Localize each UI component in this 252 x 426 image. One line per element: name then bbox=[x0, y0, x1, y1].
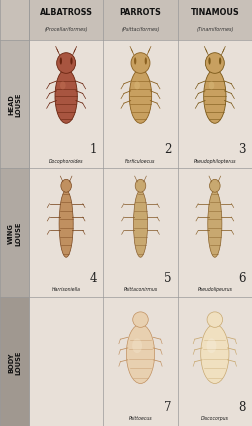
Text: Harrisoniella: Harrisoniella bbox=[52, 287, 81, 292]
Bar bbox=[29, 297, 103, 426]
Text: (Tinamiformes): (Tinamiformes) bbox=[196, 27, 234, 32]
Ellipse shape bbox=[134, 58, 136, 66]
Text: PARROTS: PARROTS bbox=[119, 9, 162, 17]
Ellipse shape bbox=[70, 58, 73, 66]
Text: BODY
LOUSE: BODY LOUSE bbox=[8, 350, 21, 374]
Ellipse shape bbox=[201, 325, 229, 383]
Ellipse shape bbox=[145, 58, 147, 66]
Ellipse shape bbox=[61, 180, 72, 193]
Ellipse shape bbox=[60, 58, 62, 66]
Bar bbox=[0, 169, 29, 297]
Ellipse shape bbox=[206, 339, 216, 353]
Ellipse shape bbox=[60, 82, 66, 90]
Text: (Procellariformes): (Procellariformes) bbox=[44, 27, 88, 32]
Text: 3: 3 bbox=[239, 143, 246, 156]
Ellipse shape bbox=[209, 82, 214, 90]
Ellipse shape bbox=[55, 70, 77, 124]
Ellipse shape bbox=[59, 191, 73, 258]
Text: Docophoroides: Docophoroides bbox=[49, 158, 83, 163]
Ellipse shape bbox=[208, 58, 211, 66]
Bar bbox=[103, 169, 178, 297]
Ellipse shape bbox=[133, 191, 148, 258]
Text: ALBATROSS: ALBATROSS bbox=[40, 9, 93, 17]
Text: 1: 1 bbox=[90, 143, 97, 156]
Ellipse shape bbox=[126, 325, 155, 383]
Ellipse shape bbox=[135, 180, 146, 193]
Bar bbox=[178, 169, 252, 297]
Text: TINAMOUS: TINAMOUS bbox=[191, 9, 239, 17]
Text: 2: 2 bbox=[164, 143, 172, 156]
Text: 8: 8 bbox=[239, 400, 246, 413]
Bar bbox=[103, 297, 178, 426]
Bar bbox=[0, 297, 29, 426]
Ellipse shape bbox=[131, 54, 150, 74]
Bar bbox=[29, 169, 103, 297]
Text: HEAD
LOUSE: HEAD LOUSE bbox=[8, 92, 21, 117]
Text: 4: 4 bbox=[90, 272, 97, 285]
Bar bbox=[103, 40, 178, 169]
Bar bbox=[29, 40, 103, 169]
Ellipse shape bbox=[209, 180, 220, 193]
Ellipse shape bbox=[208, 191, 222, 258]
Ellipse shape bbox=[219, 58, 221, 66]
Ellipse shape bbox=[207, 312, 223, 328]
Ellipse shape bbox=[57, 54, 76, 74]
Bar bbox=[178, 40, 252, 169]
Text: Forficuloecus: Forficuloecus bbox=[125, 158, 156, 163]
Ellipse shape bbox=[129, 70, 152, 124]
Text: Discocorpus: Discocorpus bbox=[201, 415, 229, 420]
Text: 5: 5 bbox=[164, 272, 172, 285]
Text: Pseudophilopterus: Pseudophilopterus bbox=[194, 158, 236, 163]
Ellipse shape bbox=[134, 82, 140, 90]
Bar bbox=[178, 297, 252, 426]
Text: (Psittaciformes): (Psittaciformes) bbox=[121, 27, 160, 32]
Text: Psittoecus: Psittoecus bbox=[129, 415, 152, 420]
Text: 7: 7 bbox=[164, 400, 172, 413]
Text: Psittaconirmus: Psittaconirmus bbox=[123, 287, 158, 292]
Ellipse shape bbox=[205, 54, 224, 74]
Text: Pseudolipeurus: Pseudolipeurus bbox=[197, 287, 232, 292]
Bar bbox=[0, 40, 29, 169]
Ellipse shape bbox=[132, 339, 142, 353]
Ellipse shape bbox=[133, 312, 148, 328]
Bar bbox=[29, 0, 252, 40]
Ellipse shape bbox=[204, 70, 226, 124]
Text: 6: 6 bbox=[239, 272, 246, 285]
Bar bbox=[0, 0, 29, 40]
Text: WING
LOUSE: WING LOUSE bbox=[8, 221, 21, 245]
